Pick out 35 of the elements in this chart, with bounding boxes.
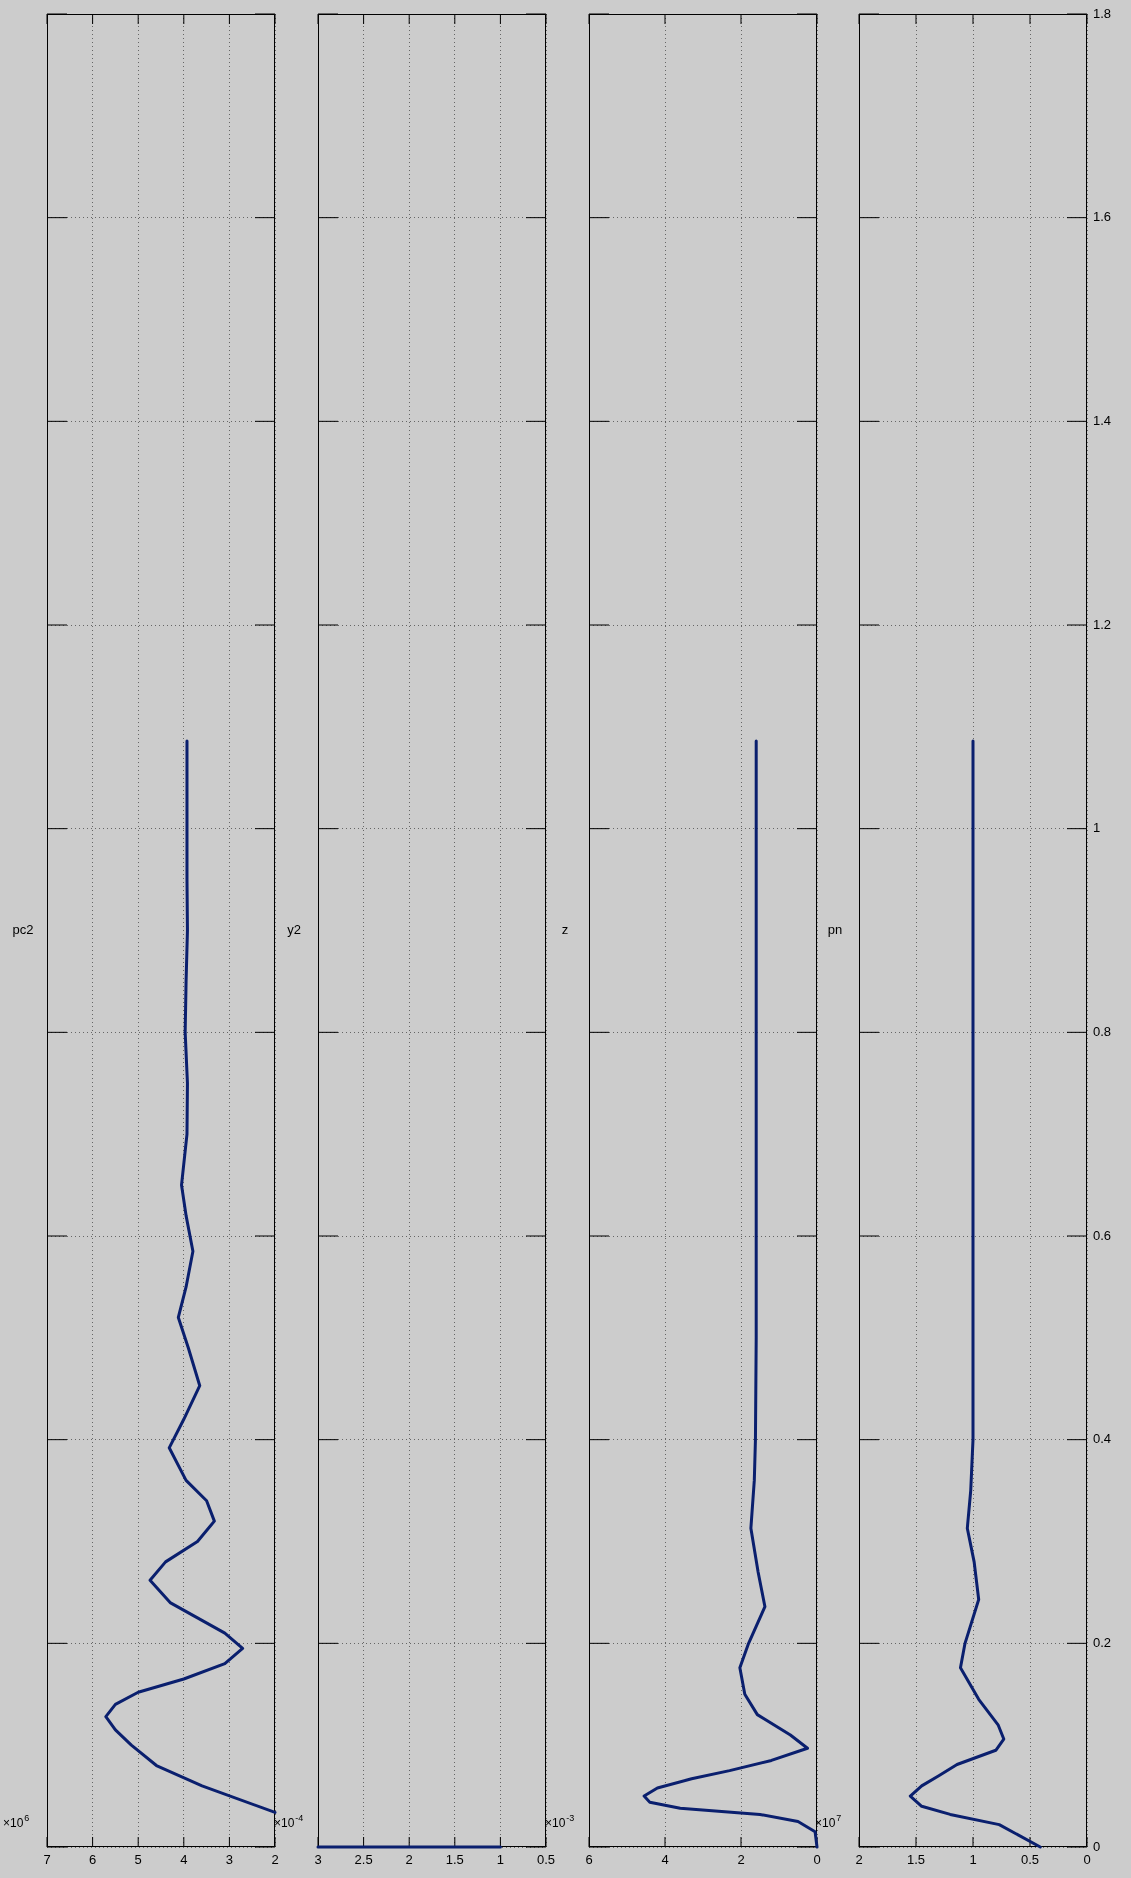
x-tick-label: 2 — [737, 1852, 745, 1868]
text: y2 — [287, 922, 301, 938]
x-tick-label: 1 — [496, 1852, 505, 1868]
y-tick-label: 1.4 — [1093, 412, 1112, 428]
text: pn — [827, 922, 843, 938]
x-tick-label: 2 — [405, 1852, 413, 1868]
x-tick-label: 7 — [43, 1852, 51, 1868]
y-tick-label: 1.2 — [1093, 616, 1112, 632]
y-tick-label: 0.2 — [1093, 1634, 1112, 1650]
y-tick-label: 0.4 — [1093, 1431, 1112, 1447]
y-tick-label: 1.6 — [1093, 209, 1112, 225]
x-tick-label: 1.5 — [445, 1852, 464, 1868]
x-tick-label: 1.5 — [906, 1852, 926, 1868]
x-tick-label: 6 — [585, 1852, 593, 1868]
x-tick-label: 6 — [88, 1852, 97, 1868]
x-tick-label: 2 — [855, 1852, 863, 1868]
text: z — [561, 922, 569, 938]
y-tick-label: 0.6 — [1093, 1227, 1112, 1243]
x-tick-label: 4 — [661, 1852, 669, 1868]
y-tick-label: 0 — [1093, 1838, 1101, 1854]
y-tick-label: 1.8 — [1093, 5, 1112, 21]
x-tick-label: 5 — [134, 1852, 142, 1868]
x-tick-label: 0.5 — [536, 1852, 556, 1868]
y-tick-label: 1 — [1093, 820, 1101, 836]
x-tick-label: 3 — [314, 1852, 322, 1868]
x-tick-label: 2 — [271, 1852, 279, 1868]
y-tick-label: 0.8 — [1093, 1023, 1112, 1039]
x-tick-label: 4 — [180, 1852, 188, 1868]
text: pc2 — [12, 922, 34, 938]
x-tick-label: 3 — [225, 1852, 234, 1868]
x-tick-label: 2.5 — [354, 1852, 373, 1868]
x-tick-label: 0 — [813, 1852, 821, 1868]
x-tick-label: 1 — [969, 1852, 977, 1868]
x-tick-label: 0 — [1083, 1852, 1091, 1868]
x-tick-label: 0.5 — [1020, 1852, 1040, 1868]
